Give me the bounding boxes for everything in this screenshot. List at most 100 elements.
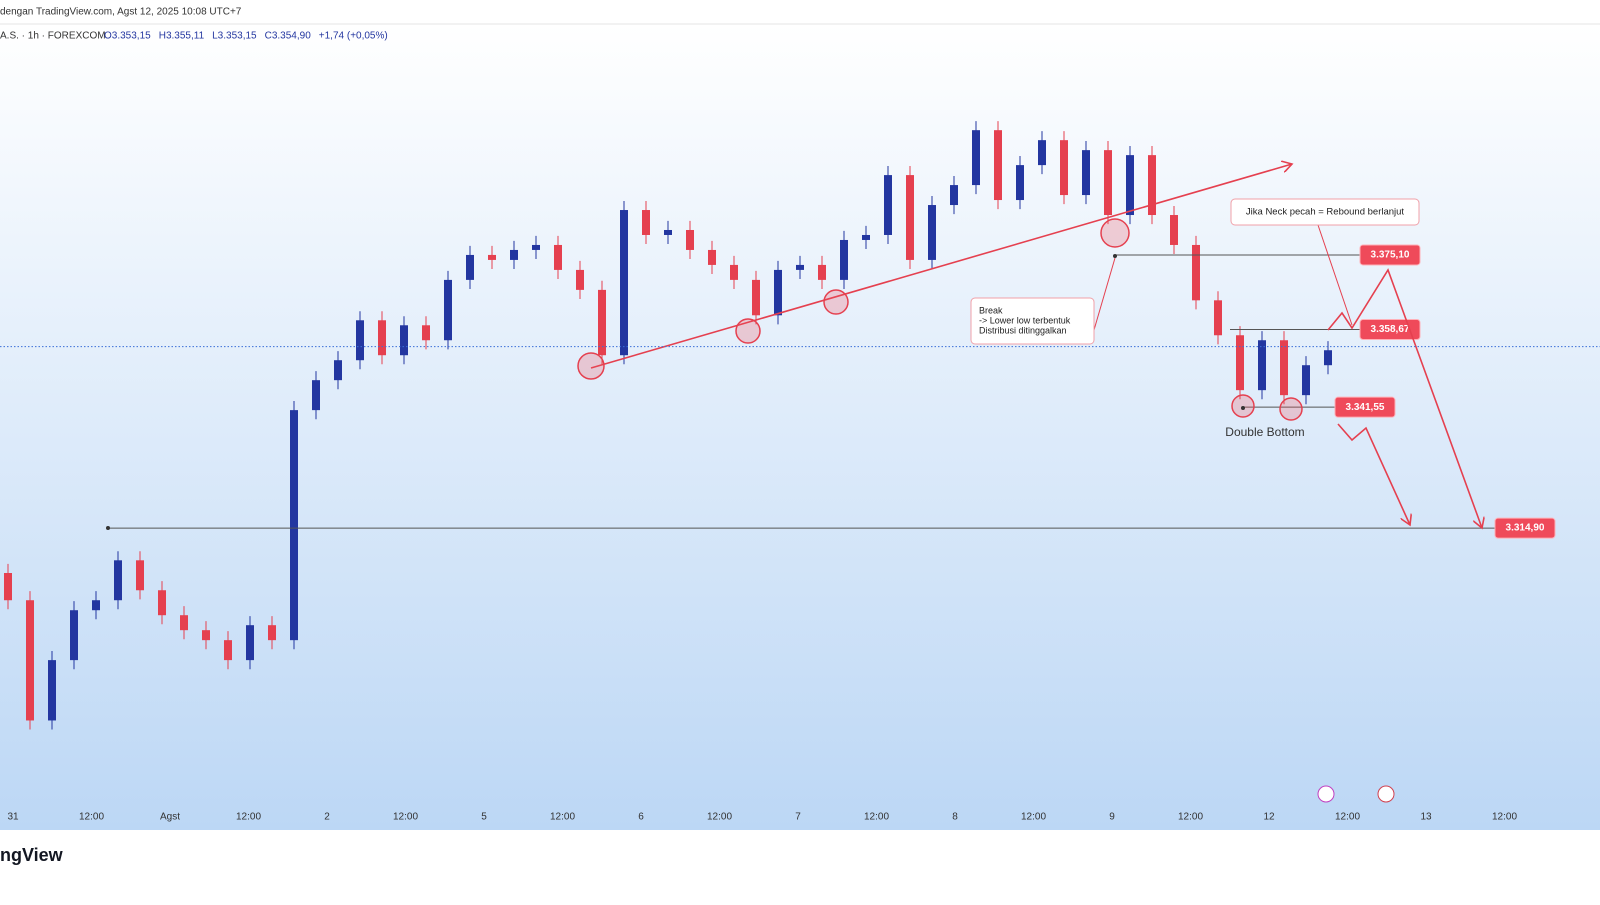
logo: ngView <box>0 845 64 865</box>
candle-body <box>180 615 188 631</box>
candle-body <box>1192 244 1200 301</box>
level-label: 3.314,90 <box>1506 523 1545 534</box>
quote-value: C3.354,90 <box>265 31 312 42</box>
candle-body <box>642 210 650 235</box>
dot <box>1113 254 1117 258</box>
quote-value: O3.353,15 <box>104 31 151 42</box>
quote: O3.353,15 H3.355,11 L3.353,15 C3.354,90 +1,7… <box>104 31 388 42</box>
note-text: Jika Neck pecah = Rebound berlanjut <box>1246 207 1405 218</box>
event-icon <box>1377 785 1395 803</box>
level-label-box <box>1359 244 1421 266</box>
candle-body <box>928 205 936 260</box>
note-text: -> Lower low terbentuk <box>979 315 1071 325</box>
x-tick-label: 12:00 <box>393 812 418 823</box>
candle-body <box>70 610 78 661</box>
candle-body <box>620 210 628 356</box>
candle-body <box>312 380 320 411</box>
quote-value: L3.353,15 <box>212 31 257 42</box>
x-tick-label: 12:00 <box>1492 812 1517 823</box>
candle-body <box>554 244 562 270</box>
candle-body <box>884 175 892 235</box>
level-label-box <box>1494 517 1556 539</box>
candle-body <box>26 600 34 721</box>
note-text: Distribusi ditinggalkan <box>979 325 1067 335</box>
level-label-box <box>1359 318 1421 340</box>
candle-body <box>598 289 606 356</box>
pointer <box>1317 224 1353 326</box>
marker <box>735 318 761 344</box>
swing-markers <box>577 218 1303 421</box>
candle-body <box>1104 150 1112 216</box>
candle-body <box>114 560 122 601</box>
marker <box>1100 218 1130 248</box>
candle-body <box>1258 340 1266 391</box>
candle-body <box>1170 215 1178 245</box>
candle-body <box>158 590 166 616</box>
candle-body <box>246 625 254 661</box>
x-tick-label: 6 <box>638 812 644 823</box>
levels: 3.375,10 3.358,67 3.341,55 3.314,90 <box>108 244 1556 539</box>
candle-body <box>532 244 540 250</box>
event-icon <box>1317 785 1335 803</box>
candle-body <box>400 325 408 356</box>
candle-body <box>290 410 298 641</box>
candle-body <box>708 249 716 265</box>
candles <box>4 121 1332 730</box>
candle-body <box>994 130 1002 201</box>
quote-value: +1,74 (+0,05%) <box>319 31 388 42</box>
x-tick-label: 2 <box>324 812 330 823</box>
x-tick-label: 12:00 <box>1021 812 1046 823</box>
x-tick-label: 5 <box>481 812 487 823</box>
note-text: Break <box>979 305 1003 315</box>
x-tick-label: 12:00 <box>550 812 575 823</box>
dot <box>106 526 110 530</box>
candle-body <box>576 269 584 290</box>
candle-body <box>1236 335 1244 391</box>
candle-body <box>796 264 804 270</box>
candle-body <box>950 185 958 206</box>
symbol-text: A.S. · 1h · FOREXCOM <box>0 31 106 42</box>
candle-body <box>730 264 738 280</box>
x-tick-label: 9 <box>1109 812 1115 823</box>
pointer <box>1093 257 1116 331</box>
candle-body <box>1016 165 1024 201</box>
candle-body <box>686 229 694 250</box>
candle-body <box>356 320 364 361</box>
marker <box>577 352 605 380</box>
candle-body <box>1082 150 1090 196</box>
candle-body <box>488 254 496 260</box>
candle-body <box>1148 155 1156 216</box>
arrow <box>1327 268 1482 528</box>
candle-body <box>444 279 452 341</box>
candle-body <box>224 640 232 661</box>
candle-body <box>862 234 870 240</box>
candle-body <box>774 269 782 316</box>
candle-body <box>1302 365 1310 396</box>
candle-body <box>92 600 100 611</box>
level-label-box <box>1334 396 1396 418</box>
arrow <box>1337 423 1410 525</box>
x-tick-label: 7 <box>795 812 801 823</box>
candle-body <box>752 279 760 316</box>
x-tick-label: 12:00 <box>707 812 732 823</box>
candle-body <box>664 229 672 235</box>
x-tick-label: 12:00 <box>864 812 889 823</box>
dot <box>1241 406 1245 410</box>
candle-body <box>202 630 210 641</box>
x-axis: 31 12:00 Agst 12:00 2 12:00 5 12:00 6 12:00 7 12:00… <box>7 812 1517 823</box>
x-tick-label: 13 <box>1420 812 1432 823</box>
candle-body <box>466 254 474 280</box>
source-text: dengan TradingView.com, Agst 12, 2025 10… <box>0 7 242 18</box>
x-tick-label: 12 <box>1263 812 1275 823</box>
candle-body <box>1280 340 1288 396</box>
candle-body <box>334 360 342 381</box>
candle-body <box>378 320 386 356</box>
candle-body <box>906 175 914 260</box>
candle-body <box>1126 155 1134 216</box>
x-tick-label: 12:00 <box>79 812 104 823</box>
x-tick-label: 12:00 <box>236 812 261 823</box>
candle-body <box>840 239 848 280</box>
candle-body <box>1038 140 1046 166</box>
trend-line <box>590 164 1292 369</box>
